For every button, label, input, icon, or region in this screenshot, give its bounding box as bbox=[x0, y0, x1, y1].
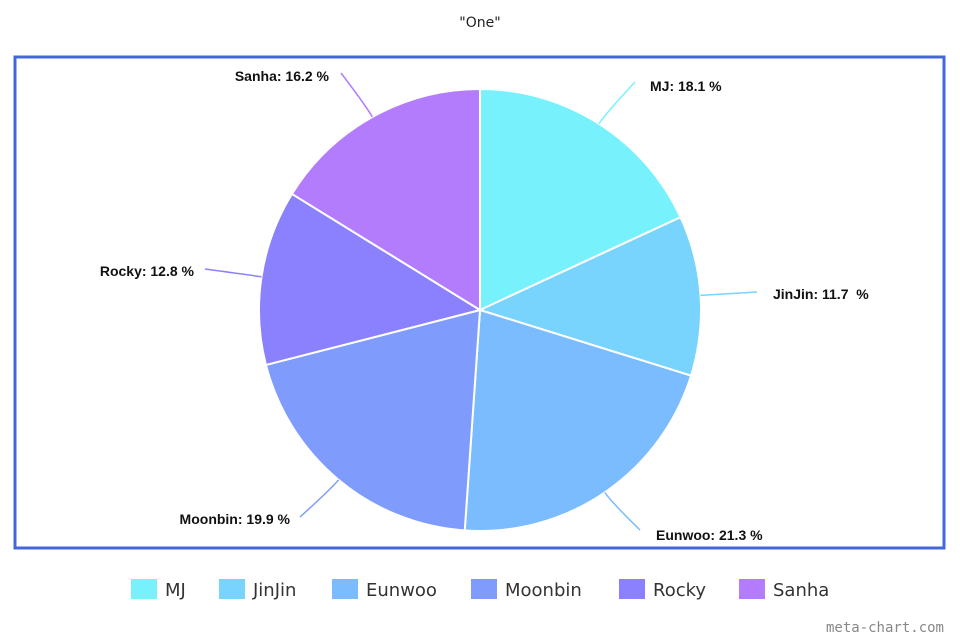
slice-label-moonbin: Moonbin: 19.9 % bbox=[180, 511, 291, 527]
slice-label-rocky: Rocky: 12.8 % bbox=[100, 263, 195, 279]
legend-swatch bbox=[471, 579, 497, 599]
legend-label: MJ bbox=[165, 580, 186, 601]
legend-swatch bbox=[619, 579, 645, 599]
legend-label: Rocky bbox=[653, 580, 706, 601]
pie-slice-rocky bbox=[258, 192, 483, 367]
legend-label: Moonbin bbox=[505, 580, 582, 601]
slice-label-sanha: Sanha: 16.2 % bbox=[235, 68, 330, 84]
legend-item-jinjin: JinJin bbox=[219, 579, 296, 601]
slice-label-eunwoo: Eunwoo: 21.3 % bbox=[656, 527, 763, 543]
legend-swatch bbox=[131, 579, 157, 599]
chart-title: "One" bbox=[459, 15, 500, 31]
legend-item-eunwoo: Eunwoo bbox=[332, 579, 437, 601]
leader-line-rocky bbox=[204, 268, 262, 278]
leader-line-eunwoo bbox=[604, 491, 641, 531]
slice-label-mj: MJ: 18.1 % bbox=[650, 78, 722, 94]
leader-lines bbox=[204, 72, 758, 531]
slice-labels: MJ: 18.1 % JinJin: 11.7 % Eunwoo: 21.3 % Mo… bbox=[100, 68, 869, 543]
legend-swatch bbox=[332, 579, 358, 599]
legend-label: JinJin bbox=[252, 580, 296, 601]
legend-label: Eunwoo bbox=[366, 580, 437, 601]
legend-swatch bbox=[739, 579, 765, 599]
legend-item-sanha: Sanha bbox=[739, 579, 829, 601]
pie-slices bbox=[258, 87, 702, 532]
legend-item-rocky: Rocky bbox=[619, 579, 706, 601]
legend-item-moonbin: Moonbin bbox=[471, 579, 582, 601]
leader-line-moonbin bbox=[299, 479, 340, 518]
legend-swatch bbox=[219, 579, 245, 599]
pie-slice-moonbin bbox=[264, 308, 482, 532]
pie-slice-mj bbox=[479, 87, 682, 312]
chart-frame bbox=[13, 55, 946, 550]
leader-line-mj bbox=[598, 81, 636, 125]
legend-item-mj: MJ bbox=[131, 579, 186, 601]
leader-line-jinjin bbox=[700, 291, 758, 297]
leader-line-sanha bbox=[340, 72, 373, 118]
legend: MJ JinJin Eunwoo Moonbin Rocky Sanha bbox=[131, 579, 829, 601]
slice-label-jinjin: JinJin: 11.7 % bbox=[773, 286, 869, 302]
pie-slice-sanha bbox=[290, 87, 481, 312]
legend-label: Sanha bbox=[773, 580, 829, 601]
watermark: meta-chart.com bbox=[826, 620, 944, 636]
pie-slice-eunwoo bbox=[463, 308, 693, 532]
